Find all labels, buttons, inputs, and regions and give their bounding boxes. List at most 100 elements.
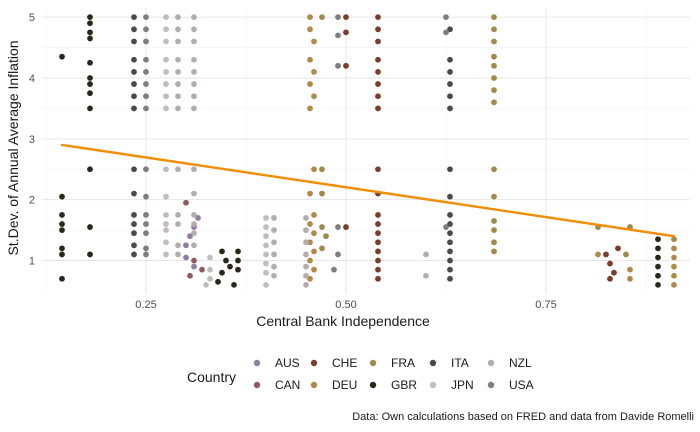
data-point-nzl	[423, 272, 429, 279]
data-point-ita	[447, 266, 453, 273]
data-point-can	[187, 272, 193, 279]
data-point-fra	[671, 236, 677, 243]
data-point-nzl	[191, 56, 197, 63]
grid	[42, 8, 690, 294]
data-point-che	[375, 211, 381, 218]
y-tick-label: 4	[29, 73, 35, 85]
data-point-ita	[131, 38, 137, 45]
legend-label-che: CHE	[332, 356, 357, 370]
data-point-fra	[319, 166, 325, 173]
data-point-aus	[187, 233, 193, 240]
data-point-ita	[447, 68, 453, 75]
data-point-gbr	[87, 166, 93, 173]
data-point-jpn	[163, 239, 169, 246]
data-point-ita	[131, 26, 137, 33]
data-point-deu	[307, 56, 313, 63]
data-point-nzl	[271, 272, 277, 279]
data-point-ita	[131, 81, 137, 87]
data-point-aus	[183, 242, 189, 249]
data-point-gbr	[87, 105, 93, 112]
data-point-jpn	[263, 233, 269, 240]
data-point-fra	[491, 99, 497, 106]
data-points	[59, 14, 677, 288]
data-point-che	[343, 62, 349, 69]
data-point-fra	[491, 53, 497, 60]
data-point-nzl	[175, 38, 181, 45]
data-point-fra	[319, 190, 325, 197]
data-point-fra	[491, 38, 497, 45]
data-point-che	[607, 260, 613, 267]
data-point-che	[375, 38, 381, 45]
data-point-deu	[307, 105, 313, 112]
data-point-gbr	[87, 75, 93, 81]
data-point-usa	[335, 14, 341, 21]
data-point-fra	[491, 227, 497, 234]
legend-key-aus	[253, 359, 261, 367]
data-point-jpn	[203, 281, 209, 288]
data-point-ita	[447, 56, 453, 63]
data-point-gbr	[235, 248, 241, 255]
data-point-fra	[623, 251, 629, 258]
data-point-aus	[195, 215, 201, 221]
data-point-ita	[131, 190, 137, 197]
data-point-gbr	[87, 14, 93, 21]
data-point-usa	[143, 166, 149, 173]
data-point-usa	[335, 62, 341, 69]
data-point-deu	[671, 263, 677, 270]
y-tick-label: 1	[29, 256, 35, 268]
data-point-nzl	[175, 221, 181, 227]
data-point-gbr	[87, 35, 93, 42]
data-point-gbr	[59, 211, 65, 218]
data-point-gbr	[215, 278, 221, 285]
data-point-ita	[447, 239, 453, 246]
data-point-che	[611, 269, 617, 276]
data-point-fra	[491, 14, 497, 21]
data-point-gbr	[655, 263, 661, 270]
data-point-jpn	[163, 14, 169, 21]
x-tick-label: 0.50	[335, 299, 356, 311]
data-point-gbr	[655, 272, 661, 279]
data-point-che	[375, 56, 381, 63]
data-point-nzl	[191, 105, 197, 112]
legend-label-ita: ITA	[451, 356, 469, 370]
data-point-nzl	[191, 242, 197, 249]
data-point-che	[375, 166, 381, 173]
data-point-jpn	[163, 38, 169, 45]
data-point-fra	[491, 62, 497, 69]
data-point-che	[603, 251, 609, 258]
data-point-nzl	[191, 221, 197, 227]
y-tick-label: 2	[29, 195, 35, 207]
data-point-usa	[143, 81, 149, 87]
legend-label-fra: FRA	[391, 356, 415, 370]
data-point-deu	[307, 239, 313, 246]
data-point-jpn	[263, 269, 269, 276]
legend-title: Country	[187, 369, 236, 385]
data-point-deu	[307, 190, 313, 197]
legend-label-gbr: GBR	[391, 378, 417, 392]
data-point-deu	[307, 26, 313, 33]
data-point-che	[343, 29, 349, 36]
data-point-ita	[131, 68, 137, 75]
data-point-usa	[143, 251, 149, 258]
y-tick-label: 5	[29, 12, 35, 24]
data-point-fra	[491, 193, 497, 200]
data-point-nzl	[271, 239, 277, 246]
data-point-deu	[671, 254, 677, 261]
data-point-gbr	[219, 248, 225, 255]
data-point-che	[375, 68, 381, 75]
data-point-usa	[335, 251, 341, 258]
data-point-ita	[131, 93, 137, 100]
legend-key-gbr	[369, 381, 377, 389]
data-point-ita	[131, 56, 137, 63]
data-point-gbr	[655, 281, 661, 288]
data-point-che	[375, 26, 381, 33]
data-point-gbr	[59, 275, 65, 282]
data-point-fra	[491, 87, 497, 94]
data-point-gbr	[59, 221, 65, 227]
data-point-jpn	[263, 224, 269, 230]
data-point-deu	[307, 257, 313, 264]
data-point-che	[375, 221, 381, 227]
data-point-gbr	[87, 59, 93, 66]
data-point-gbr	[59, 53, 65, 60]
data-point-jpn	[163, 105, 169, 112]
